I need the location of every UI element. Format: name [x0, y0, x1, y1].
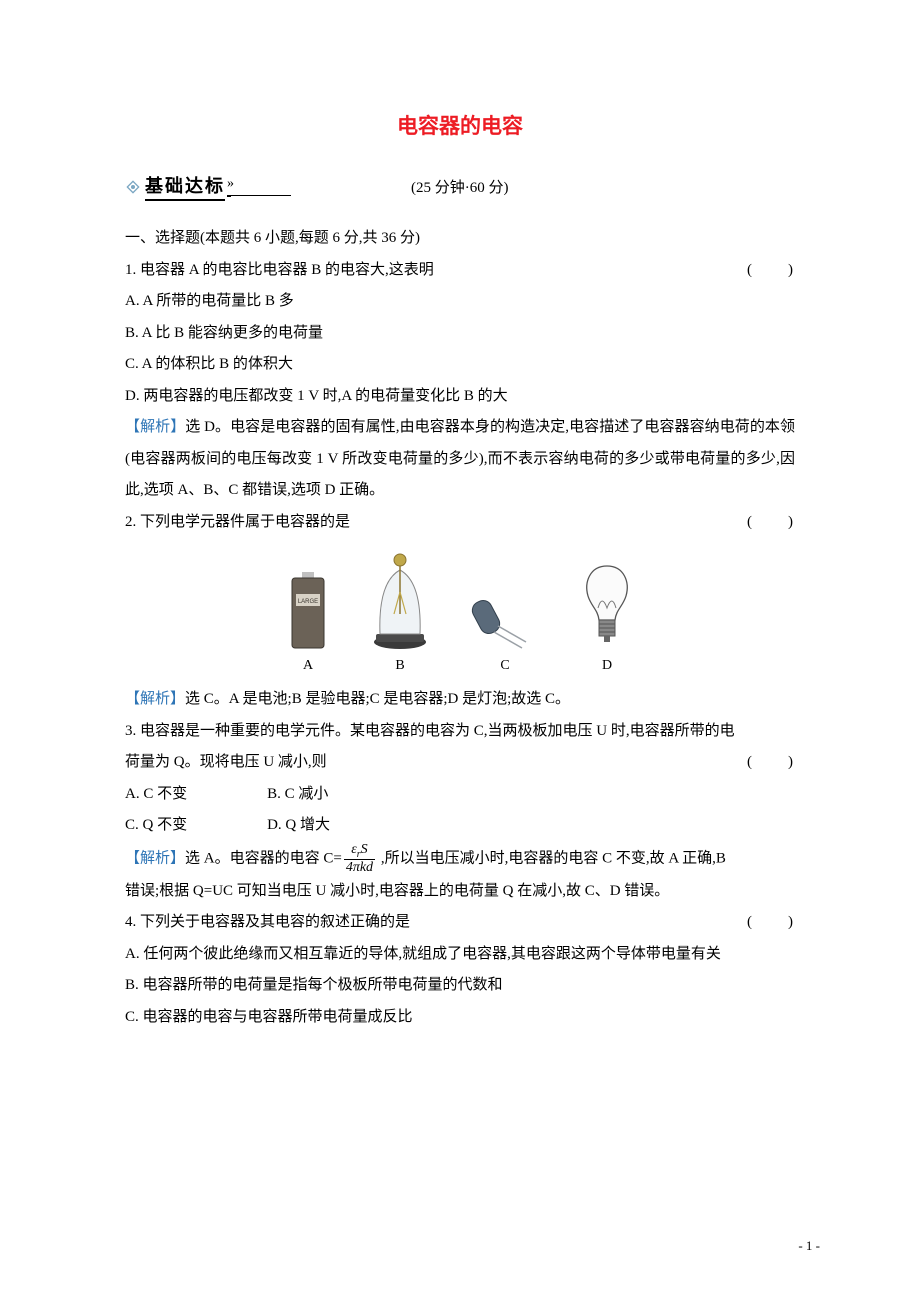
fig-item-c: C — [470, 592, 540, 674]
q1-opt-c: C. A 的体积比 B 的体积大 — [125, 349, 795, 381]
fig-label-b: B — [395, 658, 404, 674]
q2-figure: LARGE A B — [125, 546, 795, 680]
q3-opt-b: B. C 减小 — [267, 779, 328, 811]
answer-blank: ( ) — [747, 507, 795, 539]
q3-stem-row2: 荷量为 Q。现将电压 U 减小,则 ( ) — [125, 747, 795, 779]
q3-opts-row1: A. C 不变 B. C 减小 — [125, 779, 795, 811]
q3-ans-pre: 选 A。电容器的电容 C= — [185, 850, 342, 866]
fig-item-a: LARGE A — [286, 572, 330, 674]
q1-opt-b: B. A 比 B 能容纳更多的电荷量 — [125, 318, 795, 350]
header-underline — [231, 178, 291, 196]
q4-opt-a: A. 任何两个彼此绝缘而又相互靠近的导体,就组成了电容器,其电容跟这两个导体带电… — [125, 939, 795, 971]
q3-opt-a: A. C 不变 — [125, 779, 187, 811]
q4-opt-b: B. 电容器所带的电荷量是指每个极板所带电荷量的代数和 — [125, 970, 795, 1002]
q1-stem-row: 1. 电容器 A 的电容比电容器 B 的电容大,这表明 ( ) — [125, 255, 795, 287]
analysis-label: 【解析】 — [125, 691, 185, 707]
svg-text:LARGE: LARGE — [298, 599, 318, 605]
answer-blank: ( ) — [747, 907, 795, 939]
q1-stem: 1. 电容器 A 的电容比电容器 B 的电容大,这表明 — [125, 255, 747, 287]
q2-analysis: 【解析】选 C。A 是电池;B 是验电器;C 是电容器;D 是灯泡;故选 C。 — [125, 684, 795, 716]
section-timing: (25 分钟·60 分) — [411, 176, 509, 197]
section-header: 基础达标 » (25 分钟·60 分) — [125, 172, 795, 201]
page-number: - 1 - — [798, 1238, 820, 1254]
answer-blank: ( ) — [747, 747, 795, 779]
q4-stem-row: 4. 下列关于电容器及其电容的叙述正确的是 ( ) — [125, 907, 795, 939]
answer-blank: ( ) — [747, 255, 795, 287]
fig-label-a: A — [303, 658, 313, 674]
diamond-icon — [125, 179, 141, 195]
bulb-icon — [580, 562, 634, 650]
q3-stem-line1: 3. 电容器是一种重要的电学元件。某电容器的电容为 C,当两极板加电压 U 时,… — [125, 716, 795, 748]
battery-icon: LARGE — [286, 572, 330, 650]
q2-analysis-text: 选 C。A 是电池;B 是验电器;C 是电容器;D 是灯泡;故选 C。 — [185, 691, 570, 707]
analysis-label: 【解析】 — [125, 850, 185, 866]
fig-label-d: D — [602, 658, 612, 674]
analysis-label: 【解析】 — [125, 419, 185, 435]
q3-opts-row2: C. Q 不变 D. Q 增大 — [125, 810, 795, 842]
q1-opt-d: D. 两电容器的电压都改变 1 V 时,A 的电荷量变化比 B 的大 — [125, 381, 795, 413]
q2-stem-row: 2. 下列电学元器件属于电容器的是 ( ) — [125, 507, 795, 539]
q4-opt-c: C. 电容器的电容与电容器所带电荷量成反比 — [125, 1002, 795, 1034]
q3-analysis-line2: 错误;根据 Q=UC 可知当电压 U 减小时,电容器上的电荷量 Q 在减小,故 … — [125, 876, 795, 908]
q1-analysis-text: 选 D。电容是电容器的固有属性,由电容器本身的构造决定,电容描述了电容器容纳电荷… — [125, 419, 795, 498]
q3-stem-line2: 荷量为 Q。现将电压 U 减小,则 — [125, 747, 747, 779]
q3-ans-post1: ,所以当电压减小时,电容器的电容 C 不变,故 A 正确,B — [377, 850, 726, 866]
q1-analysis: 【解析】选 D。电容是电容器的固有属性,由电容器本身的构造决定,电容描述了电容器… — [125, 412, 795, 507]
formula-den: 4πkd — [344, 860, 375, 875]
q2-figure-row: LARGE A B — [286, 546, 634, 680]
q1-opt-a: A. A 所带的电荷量比 B 多 — [125, 286, 795, 318]
q4-stem: 4. 下列关于电容器及其电容的叙述正确的是 — [125, 907, 747, 939]
page: 电容器的电容 基础达标 » (25 分钟·60 分) 一、选择题(本题共 6 小… — [0, 0, 920, 1093]
page-title: 电容器的电容 — [125, 110, 795, 140]
part-header: 一、选择题(本题共 6 小题,每题 6 分,共 36 分) — [125, 223, 795, 255]
fig-item-b: B — [370, 552, 430, 674]
capacitor-icon — [470, 592, 540, 650]
q3-opt-c: C. Q 不变 — [125, 810, 187, 842]
fig-item-d: D — [580, 562, 634, 674]
formula-fraction: εrS4πkd — [344, 842, 375, 876]
electroscope-icon — [370, 552, 430, 650]
fig-label-c: C — [500, 658, 509, 674]
formula-S: S — [361, 842, 368, 857]
q2-stem: 2. 下列电学元器件属于电容器的是 — [125, 507, 747, 539]
section-label: 基础达标 — [145, 172, 225, 201]
q3-analysis-line1: 【解析】选 A。电容器的电容 C=εrS4πkd ,所以当电压减小时,电容器的电… — [125, 842, 795, 876]
q3-opt-d: D. Q 增大 — [267, 810, 330, 842]
